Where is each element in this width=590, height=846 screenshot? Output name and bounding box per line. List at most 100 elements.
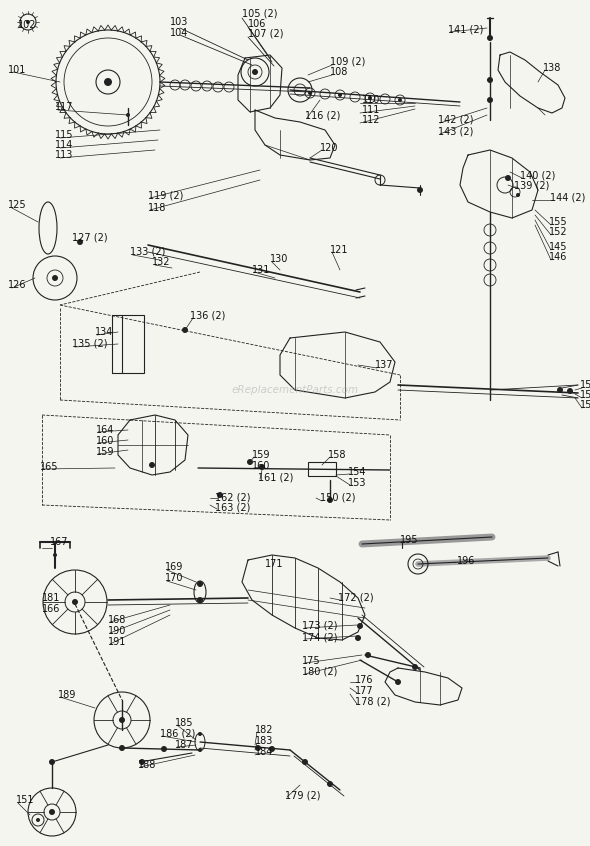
Circle shape (49, 809, 55, 815)
Circle shape (36, 818, 40, 822)
Text: 104: 104 (170, 28, 188, 38)
Text: 196: 196 (457, 556, 476, 566)
Text: 141 (2): 141 (2) (448, 25, 483, 35)
Text: 112: 112 (362, 115, 381, 125)
Text: 183: 183 (255, 736, 273, 746)
Text: 140 (2): 140 (2) (520, 170, 555, 180)
Circle shape (567, 388, 573, 394)
Circle shape (53, 553, 57, 557)
Circle shape (161, 746, 167, 752)
Text: 184: 184 (255, 747, 273, 757)
Text: 143 (2): 143 (2) (438, 126, 473, 136)
Text: 181: 181 (42, 593, 60, 603)
Text: 118: 118 (148, 203, 166, 213)
Text: 135 (2): 135 (2) (72, 339, 107, 349)
Text: 157: 157 (580, 390, 590, 400)
Text: 182: 182 (255, 725, 274, 735)
Text: 130: 130 (270, 254, 289, 264)
Text: 114: 114 (55, 140, 73, 150)
Circle shape (357, 623, 363, 629)
Text: 105 (2): 105 (2) (242, 9, 277, 19)
Text: 180 (2): 180 (2) (302, 667, 337, 677)
Text: 146: 146 (549, 252, 568, 262)
Text: 178 (2): 178 (2) (355, 697, 391, 707)
Text: 156: 156 (580, 400, 590, 410)
Text: 195: 195 (400, 535, 418, 545)
Text: 161 (2): 161 (2) (258, 472, 293, 482)
Bar (122, 315, 144, 373)
Circle shape (49, 759, 55, 765)
Text: 120: 120 (320, 143, 339, 153)
Circle shape (119, 717, 125, 723)
Text: 174 (2): 174 (2) (302, 632, 337, 642)
Text: 165: 165 (40, 462, 58, 472)
Circle shape (487, 35, 493, 41)
Circle shape (182, 327, 188, 333)
Circle shape (119, 745, 125, 751)
Text: 173 (2): 173 (2) (302, 621, 337, 631)
Circle shape (247, 459, 253, 465)
Circle shape (516, 193, 520, 197)
Text: 127 (2): 127 (2) (72, 232, 107, 242)
Circle shape (139, 759, 145, 765)
Text: 187: 187 (175, 740, 194, 750)
Text: 191: 191 (108, 637, 126, 647)
Text: 110: 110 (362, 95, 381, 105)
Circle shape (126, 113, 130, 117)
Text: 164: 164 (96, 425, 114, 435)
Circle shape (252, 69, 258, 75)
Circle shape (395, 679, 401, 685)
Text: 144 (2): 144 (2) (550, 193, 585, 203)
Circle shape (255, 745, 261, 751)
Text: 163 (2): 163 (2) (215, 503, 250, 513)
Circle shape (308, 91, 312, 95)
Circle shape (197, 597, 203, 603)
Text: 126: 126 (8, 280, 27, 290)
Text: 159: 159 (252, 450, 270, 460)
Text: 169: 169 (165, 562, 183, 572)
Text: 115: 115 (55, 130, 74, 140)
Text: 111: 111 (362, 105, 381, 115)
Text: 119 (2): 119 (2) (148, 191, 183, 201)
Circle shape (217, 492, 223, 498)
Text: 186 (2): 186 (2) (160, 729, 195, 739)
Circle shape (72, 599, 78, 605)
Circle shape (487, 97, 493, 103)
Text: 101: 101 (8, 65, 27, 75)
Circle shape (269, 746, 275, 752)
Circle shape (52, 275, 58, 281)
Text: 103: 103 (170, 17, 188, 27)
Text: 170: 170 (165, 573, 183, 583)
Text: 171: 171 (265, 559, 284, 569)
Circle shape (338, 93, 342, 97)
Circle shape (327, 781, 333, 787)
Circle shape (365, 652, 371, 658)
Text: 109 (2): 109 (2) (330, 57, 365, 67)
Text: 139 (2): 139 (2) (514, 181, 549, 191)
Text: 179 (2): 179 (2) (285, 790, 320, 800)
Text: 189: 189 (58, 690, 76, 700)
Circle shape (417, 187, 423, 193)
Text: 142 (2): 142 (2) (438, 115, 474, 125)
Text: 175: 175 (302, 656, 320, 666)
Circle shape (198, 748, 202, 752)
Circle shape (505, 175, 511, 181)
Circle shape (327, 497, 333, 503)
Circle shape (198, 732, 202, 736)
Text: 162 (2): 162 (2) (215, 492, 251, 502)
Text: 108: 108 (330, 67, 348, 77)
Text: 102: 102 (18, 20, 37, 30)
Text: 117: 117 (55, 102, 74, 112)
Circle shape (557, 387, 563, 393)
Text: 160: 160 (96, 436, 114, 446)
Text: 151: 151 (16, 795, 34, 805)
Circle shape (487, 77, 493, 83)
Text: 113: 113 (55, 150, 73, 160)
Text: 137: 137 (375, 360, 394, 370)
Circle shape (302, 759, 308, 765)
Circle shape (368, 96, 372, 100)
Text: 121: 121 (330, 245, 349, 255)
Text: 168: 168 (108, 615, 126, 625)
Circle shape (77, 239, 83, 245)
Text: 152: 152 (580, 380, 590, 390)
